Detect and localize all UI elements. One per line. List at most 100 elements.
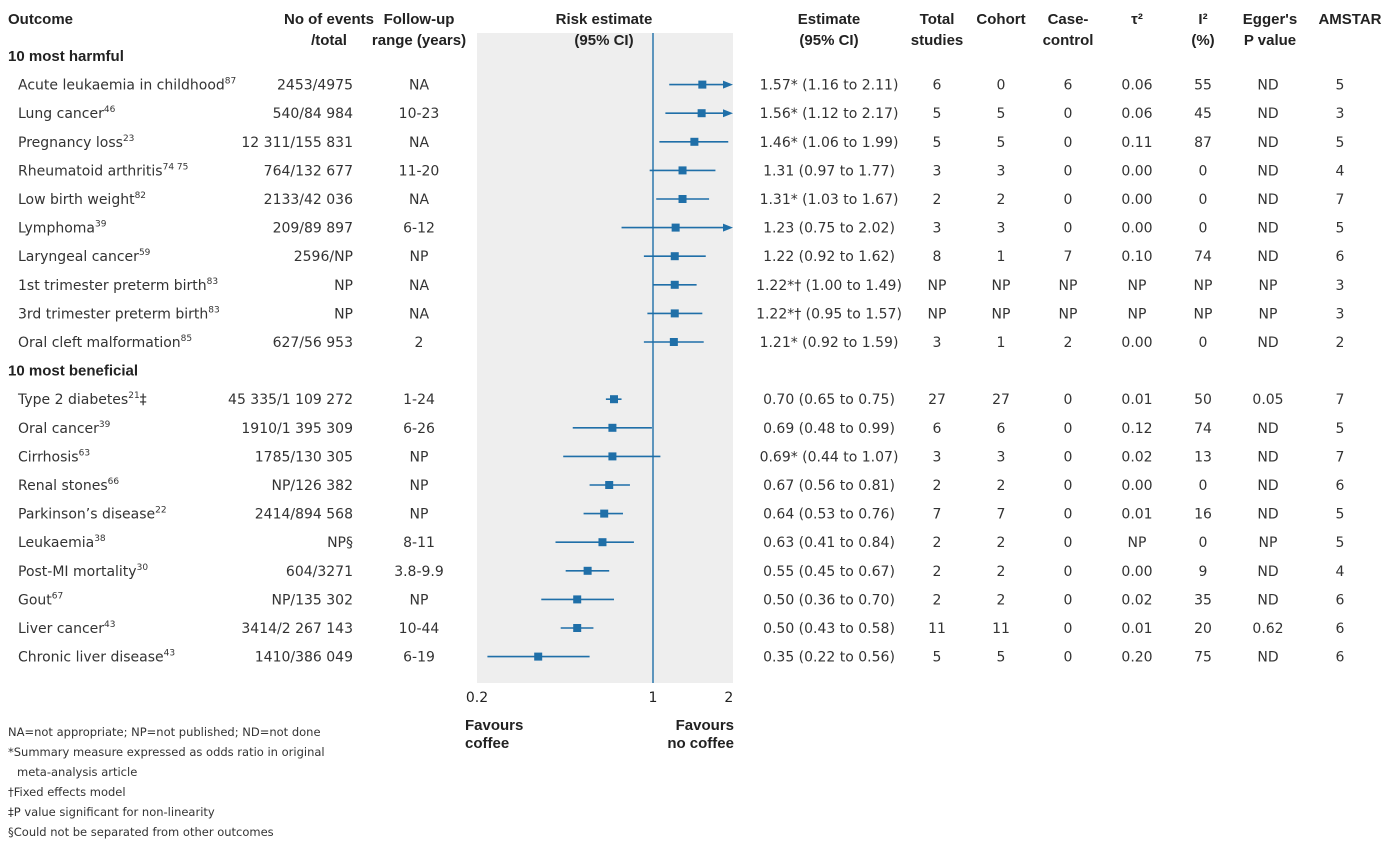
amstar-score: 2 <box>1336 335 1345 351</box>
cohort-count: 2 <box>997 564 1006 580</box>
egger-p: 0.05 <box>1252 392 1283 408</box>
egger-p: ND <box>1257 335 1278 351</box>
case-control-count: 7 <box>1064 249 1073 265</box>
cohort-count: 3 <box>997 163 1006 179</box>
total-studies: 2 <box>933 564 942 580</box>
egger-p: ND <box>1257 163 1278 179</box>
followup-range: 8-11 <box>403 535 435 551</box>
followup-range: NP <box>410 507 429 523</box>
estimate-ci-label: 1.22*† (1.00 to 1.49) <box>756 278 902 294</box>
i-squared: 87 <box>1194 135 1212 151</box>
events-total: 2133/42 036 <box>264 192 353 208</box>
events-total: NP <box>334 278 353 294</box>
case-control-count: 0 <box>1064 392 1073 408</box>
estimate-ci-label: 0.67 (0.56 to 0.81) <box>763 478 895 494</box>
header-risk-estimate: Risk estimate (95% CI) <box>556 11 653 49</box>
events-total: 3414/2 267 143 <box>241 621 353 637</box>
egger-p: ND <box>1257 78 1278 94</box>
i-squared: 0 <box>1199 192 1208 208</box>
tau-squared: 0.11 <box>1121 135 1152 151</box>
case-control-count: 0 <box>1064 507 1073 523</box>
point-estimate <box>670 280 679 289</box>
events-total: 2414/894 568 <box>255 507 353 523</box>
total-studies: 3 <box>933 335 942 351</box>
tau-squared: 0.00 <box>1121 478 1152 494</box>
case-control-count: 0 <box>1064 650 1073 666</box>
footnote: meta-analysis article <box>17 765 137 779</box>
total-studies: 6 <box>933 421 942 437</box>
i-squared: 45 <box>1194 106 1212 122</box>
followup-range: 6-19 <box>403 650 435 666</box>
point-estimate <box>669 338 678 346</box>
amstar-score: 5 <box>1336 78 1345 94</box>
total-studies: 27 <box>928 392 946 408</box>
i-squared: NP <box>1194 278 1213 294</box>
case-control-count: 0 <box>1064 192 1073 208</box>
events-total: NP/135 302 <box>271 592 353 608</box>
followup-range: 11-20 <box>399 163 440 179</box>
total-studies: 7 <box>933 507 942 523</box>
tau-squared: 0.01 <box>1121 392 1152 408</box>
favours-coffee-label: Favours coffee <box>465 717 523 752</box>
point-estimate <box>608 452 617 461</box>
amstar-score: 7 <box>1336 449 1345 465</box>
events-total: 1910/1 395 309 <box>241 421 353 437</box>
egger-p: NP <box>1259 306 1278 322</box>
case-control-count: NP <box>1059 306 1078 322</box>
header-followup: Follow-up range (years) <box>372 11 466 49</box>
cohort-count: 1 <box>997 249 1006 265</box>
followup-range: 10-44 <box>399 621 440 637</box>
cohort-count: NP <box>992 278 1011 294</box>
amstar-score: 3 <box>1336 278 1345 294</box>
header-egger: Egger's P value <box>1243 11 1297 49</box>
followup-range: 10-23 <box>399 106 440 122</box>
egger-p: ND <box>1257 564 1278 580</box>
tau-squared: 0.00 <box>1121 163 1152 179</box>
estimate-ci-label: 0.69 (0.48 to 0.99) <box>763 421 895 437</box>
point-estimate <box>609 395 618 404</box>
outcome-label: Lung cancer46 <box>18 105 116 122</box>
tau-squared: 0.10 <box>1121 249 1152 265</box>
followup-range: NP <box>410 249 429 265</box>
point-estimate <box>670 309 679 318</box>
total-studies: 2 <box>933 478 942 494</box>
followup-range: NA <box>409 192 429 208</box>
estimate-ci-label: 0.55 (0.45 to 0.67) <box>763 564 895 580</box>
cohort-count: 1 <box>997 335 1006 351</box>
footnote: *Summary measure expressed as odds ratio… <box>8 745 325 759</box>
estimate-ci-label: 0.64 (0.53 to 0.76) <box>763 507 895 523</box>
egger-p: ND <box>1257 592 1278 608</box>
events-total: 604/3271 <box>286 564 353 580</box>
egger-p: NP <box>1259 278 1278 294</box>
point-estimate <box>573 595 582 604</box>
events-total: 1785/130 305 <box>255 449 353 465</box>
ci-arrow <box>723 109 733 118</box>
cohort-count: 2 <box>997 478 1006 494</box>
followup-range: 6-12 <box>403 221 435 237</box>
outcome-label: Lymphoma39 <box>18 220 107 237</box>
outcome-label: Parkinson’s disease22 <box>18 506 167 523</box>
point-estimate <box>583 566 592 575</box>
amstar-score: 3 <box>1336 306 1345 322</box>
estimate-ci-label: 1.57* (1.16 to 2.11) <box>760 78 899 94</box>
i-squared: NP <box>1194 306 1213 322</box>
outcome-label: Laryngeal cancer59 <box>18 248 151 265</box>
outcome-label: Oral cancer39 <box>18 420 111 437</box>
amstar-score: 6 <box>1336 621 1345 637</box>
cohort-count: 2 <box>997 592 1006 608</box>
followup-range: 6-26 <box>403 421 435 437</box>
case-control-count: 0 <box>1064 221 1073 237</box>
followup-range: NP <box>410 478 429 494</box>
events-total: NP/126 382 <box>271 478 353 494</box>
case-control-count: 0 <box>1064 421 1073 437</box>
amstar-score: 5 <box>1336 421 1345 437</box>
estimate-ci-label: 1.56* (1.12 to 2.17) <box>760 106 899 122</box>
case-control-count: 0 <box>1064 592 1073 608</box>
x-tick-label: 2 <box>724 690 733 706</box>
case-control-count: 0 <box>1064 564 1073 580</box>
events-total: 540/84 984 <box>273 106 354 122</box>
egger-p: ND <box>1257 478 1278 494</box>
tau-squared: 0.01 <box>1121 507 1152 523</box>
case-control-count: 0 <box>1064 478 1073 494</box>
tau-squared: 0.02 <box>1121 592 1152 608</box>
